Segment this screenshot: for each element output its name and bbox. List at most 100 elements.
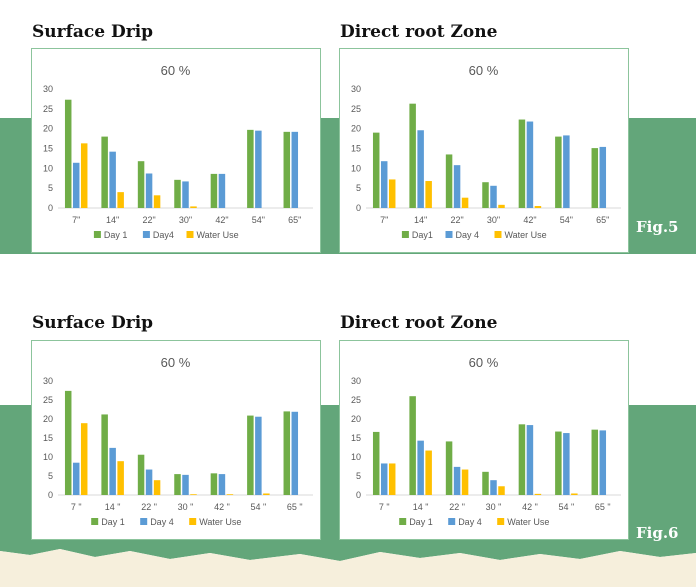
bar-3 [117, 192, 124, 208]
legend-label: Water Use [507, 517, 549, 527]
x-tick-label: 22" [142, 215, 155, 225]
bar-2 [417, 440, 424, 495]
y-tick-label: 5 [356, 471, 361, 481]
legend-swatch [93, 231, 101, 238]
legend-swatch [494, 231, 502, 238]
bar-2 [380, 161, 388, 208]
bar-1 [283, 131, 291, 208]
bar-1 [372, 132, 380, 208]
legend-label: Day 4 [150, 517, 174, 527]
bar-2 [599, 430, 607, 495]
bar-1 [555, 431, 562, 495]
bar-2 [145, 469, 153, 495]
panel-title-surface-drip-fig6: Surface Drip [32, 313, 154, 333]
bar-3 [461, 197, 469, 208]
x-tick-label: 30 " [486, 502, 502, 512]
y-tick-label: 15 [43, 433, 53, 443]
x-tick-label: 65 " [287, 502, 303, 512]
bar-3 [498, 486, 505, 495]
legend-label: Day 4 [456, 230, 480, 240]
bar-1 [372, 431, 380, 495]
legend-label: Water Use [199, 517, 241, 527]
bar-2 [255, 130, 262, 208]
chart-title: 60 % [161, 63, 191, 78]
legend-label: Water Use [505, 230, 547, 240]
bar-1 [409, 396, 416, 495]
bar-3 [388, 463, 396, 495]
y-tick-label: 30 [351, 84, 361, 94]
bar-1 [64, 99, 72, 208]
bar-3 [226, 494, 234, 495]
legend-swatch [445, 231, 453, 238]
bar-3 [498, 204, 505, 208]
x-tick-label: 22 " [141, 502, 157, 512]
bar-3 [461, 469, 469, 495]
panel-title-direct-root-fig5: Direct root Zone [340, 22, 498, 42]
y-tick-label: 25 [43, 395, 53, 405]
x-tick-label: 14" [414, 215, 427, 225]
bar-1 [210, 473, 218, 495]
x-tick-label: 14 " [413, 502, 429, 512]
bar-2 [380, 463, 388, 495]
bar-1 [64, 390, 72, 495]
x-tick-label: 54 " [250, 502, 266, 512]
bar-2 [526, 425, 534, 495]
bar-2 [218, 474, 226, 495]
bar-3 [388, 179, 396, 208]
x-tick-label: 7" [72, 215, 80, 225]
x-tick-label: 22 " [449, 502, 465, 512]
bar-2 [72, 462, 80, 495]
bar-2 [291, 411, 299, 495]
bar-2 [599, 146, 607, 208]
y-tick-label: 5 [356, 183, 361, 193]
y-tick-label: 30 [43, 376, 53, 386]
x-tick-label: 65 " [595, 502, 611, 512]
y-tick-label: 15 [43, 144, 53, 154]
bar-3 [425, 450, 432, 495]
x-tick-label: 54 " [558, 502, 574, 512]
legend-label: Day1 [412, 230, 433, 240]
x-tick-label: 14" [106, 215, 119, 225]
y-tick-label: 15 [351, 433, 361, 443]
legend-label: Day 1 [101, 517, 125, 527]
x-tick-label: 22" [450, 215, 463, 225]
chart-direct-root-fig5: 60 % 0 5 10 15 20 25 30 7" 14" 22" 30" 42" 54" 65" Day1… [339, 48, 629, 253]
bar-1 [518, 424, 526, 495]
y-tick-label: 0 [356, 490, 361, 500]
legend-swatch [497, 518, 505, 525]
y-tick-label: 0 [48, 203, 53, 213]
bar-3 [534, 206, 542, 208]
bar-3 [153, 195, 161, 208]
chart-svg-0: 60 % 0 5 10 15 20 25 30 7" 14" 22" 30" 42" 54" 65" Day … [43, 63, 313, 240]
x-tick-label: 54" [252, 215, 265, 225]
bar-1 [210, 173, 218, 208]
legend-swatch [91, 518, 99, 525]
legend-swatch [140, 518, 148, 525]
x-tick-label: 65" [596, 215, 609, 225]
bar-2 [490, 185, 497, 208]
bar-3 [190, 494, 197, 495]
y-tick-label: 10 [43, 163, 53, 173]
chart-svg-2: 60 % 0 5 10 15 20 25 30 7 " 14 " 22 " 30 " 42 " 54 " 6… [43, 355, 313, 527]
chart-direct-root-fig6: 60 % 0 5 10 15 20 25 30 7 " 14 " 22 " 30 " 42 " 54 " 6… [339, 340, 629, 540]
y-tick-label: 20 [43, 414, 53, 424]
y-tick-label: 25 [43, 104, 53, 114]
x-tick-label: 7 " [379, 502, 390, 512]
fig-label-5: Fig.5 [636, 218, 679, 236]
x-tick-label: 42" [523, 215, 536, 225]
bar-2 [417, 130, 424, 208]
bar-3 [117, 461, 124, 495]
legend-label: Day 1 [104, 230, 128, 240]
x-tick-label: 7" [380, 215, 388, 225]
bar-2 [291, 131, 299, 208]
chart-title: 60 % [469, 355, 499, 370]
bar-2 [109, 447, 116, 495]
bar-3 [425, 181, 432, 208]
bar-3 [80, 143, 88, 208]
bar-3 [190, 206, 197, 208]
y-tick-label: 5 [48, 471, 53, 481]
bar-2 [453, 466, 461, 495]
bar-2 [72, 162, 80, 208]
x-tick-label: 30" [487, 215, 500, 225]
y-tick-label: 30 [43, 84, 53, 94]
